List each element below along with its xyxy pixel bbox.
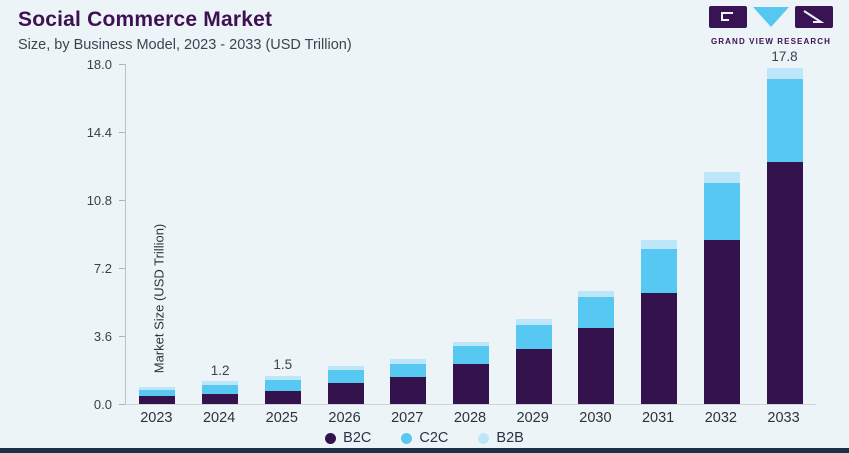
- bar-segment-b2b-2029: [515, 319, 552, 325]
- legend-label-b2b: B2B: [496, 430, 524, 446]
- x-axis-label-2029: 2029: [516, 410, 549, 426]
- bar-segment-b2b-2031: [641, 239, 678, 250]
- y-axis-tick-label: 10.8: [86, 193, 112, 208]
- bar-segment-c2c-2030: [578, 297, 615, 329]
- legend-item-b2c: B2C: [325, 430, 371, 446]
- legend: B2C C2C B2B: [0, 430, 849, 446]
- page-title: Social Commerce Market: [18, 8, 273, 31]
- legend-dot-c2c: [401, 432, 413, 444]
- bar-segment-b2c-2026: [327, 383, 364, 404]
- y-axis-tick: [119, 335, 125, 337]
- bar-segment-b2b-2027: [390, 358, 427, 365]
- bar-2030: [578, 290, 615, 404]
- x-axis-label-2030: 2030: [579, 410, 612, 426]
- bar-segment-b2c-2024: [202, 393, 239, 404]
- bar-segment-c2c-2033: [766, 79, 803, 163]
- grand-view-research-logo-text: GRAND VIEW RESEARCH: [710, 37, 832, 46]
- legend-item-c2c: C2C: [401, 430, 448, 446]
- x-axis-label-2033: 2033: [767, 410, 800, 426]
- y-axis-tick: [119, 131, 125, 133]
- bar-total-label-2025: 1.5: [273, 357, 293, 373]
- bar-segment-c2c-2023: [139, 389, 176, 396]
- y-axis-tick-label: 3.6: [93, 329, 112, 344]
- x-axis-label-2023: 2023: [140, 410, 173, 426]
- bar-segment-c2c-2026: [327, 370, 364, 384]
- bar-segment-b2c-2030: [578, 328, 615, 404]
- bar-segment-b2b-2023: [139, 387, 176, 390]
- bar-segment-c2c-2029: [515, 324, 552, 350]
- bar-segment-b2c-2028: [452, 364, 489, 404]
- bar-segment-b2b-2025: [264, 375, 301, 381]
- legend-item-b2b: B2B: [478, 430, 524, 446]
- y-axis-tick-label: 18.0: [86, 57, 112, 72]
- grand-view-research-logo: GRAND VIEW RESEARCH: [703, 6, 839, 46]
- bar-2024: 1.2: [202, 362, 239, 404]
- bar-segment-b2c-2031: [641, 292, 678, 404]
- y-axis-tick-label: 7.2: [93, 261, 112, 276]
- legend-label-b2c: B2C: [343, 430, 372, 446]
- bar-2029: [515, 319, 552, 404]
- y-axis-tick: [119, 267, 125, 269]
- plot-area: Market Size (USD Trillion) 1.2 1.5 17.8 18…: [87, 50, 816, 411]
- legend-label-c2c: C2C: [419, 430, 449, 446]
- bar-2028: [452, 341, 489, 404]
- legend-dot-b2b: [478, 432, 490, 444]
- bar-segment-b2c-2032: [703, 239, 740, 404]
- y-axis-title: Market Size (USD Trillion): [151, 223, 167, 374]
- bar-segment-b2b-2024: [202, 381, 239, 386]
- grand-view-research-logo-icon: [709, 6, 833, 28]
- bar-segment-b2c-2023: [139, 395, 176, 404]
- y-axis-tick-label: 0.0: [93, 397, 112, 412]
- x-axis: 2023 2024 2025 2026 2027 2028 2029 2030 2031 2032…: [125, 410, 815, 426]
- legend-dot-b2c: [325, 432, 337, 444]
- x-axis-label-2027: 2027: [391, 410, 424, 426]
- bar-segment-c2c-2027: [390, 364, 427, 377]
- y-axis-tick-label: 14.4: [86, 125, 112, 140]
- bar-segment-c2c-2031: [641, 249, 678, 293]
- bars-row: 1.2 1.5 17.8: [126, 50, 816, 404]
- bar-2031: [641, 239, 678, 404]
- y-axis-tick: [119, 199, 125, 201]
- x-axis-label-2028: 2028: [453, 410, 487, 426]
- bar-segment-b2b-2033: [766, 67, 803, 80]
- bar-segment-c2c-2032: [703, 183, 740, 240]
- bar-segment-b2c-2027: [390, 376, 427, 404]
- bar-2023: [139, 387, 176, 404]
- y-axis-tick: [119, 63, 125, 65]
- x-axis-label-2032: 2032: [704, 410, 737, 426]
- bar-total-label-2024: 1.2: [210, 362, 230, 378]
- bar-2026: [327, 366, 364, 404]
- bar-2027: [390, 358, 427, 404]
- bar-segment-b2b-2030: [578, 290, 615, 298]
- x-axis-label-2026: 2026: [328, 410, 361, 426]
- x-axis-label-2024: 2024: [202, 410, 236, 426]
- bar-segment-b2b-2028: [452, 341, 489, 347]
- bar-2025: 1.5: [264, 357, 301, 404]
- bar-segment-b2b-2032: [703, 171, 740, 184]
- bar-segment-b2c-2029: [515, 349, 552, 404]
- x-axis-label-2025: 2025: [265, 410, 298, 426]
- bar-segment-c2c-2024: [202, 385, 239, 394]
- bar-2033: 17.8: [766, 49, 803, 404]
- y-axis-tick: [119, 403, 125, 405]
- bar-total-label-2033: 17.8: [771, 49, 798, 65]
- bar-segment-c2c-2028: [452, 346, 489, 365]
- bottom-accent-bar: [0, 448, 849, 453]
- chart-header: Social Commerce Market Size, by Business…: [18, 8, 352, 53]
- bar-segment-c2c-2025: [264, 380, 301, 391]
- bar-2032: [703, 171, 740, 404]
- bar-segment-b2c-2033: [766, 162, 803, 404]
- page-subtitle: Size, by Business Model, 2023 - 2033 (US…: [18, 37, 352, 53]
- x-axis-label-2031: 2031: [641, 410, 675, 426]
- bar-segment-b2b-2026: [327, 366, 364, 371]
- bar-segment-b2c-2025: [264, 390, 301, 404]
